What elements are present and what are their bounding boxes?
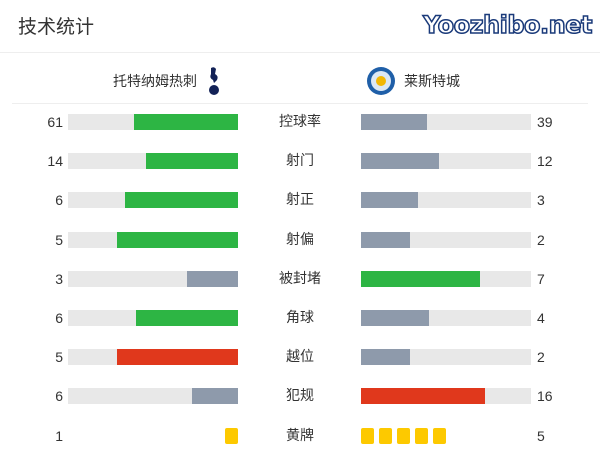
home-bar-fill: [187, 270, 238, 287]
home-bar-fill: [146, 153, 238, 170]
away-value: 2: [537, 349, 545, 366]
home-value: 6: [55, 388, 63, 405]
away-bar-fill: [361, 153, 440, 170]
home-value: 5: [55, 349, 63, 366]
leicester-crest-icon: [367, 67, 395, 95]
home-yellow-cards: [225, 428, 238, 444]
stat-row: 6 角球 4: [0, 308, 600, 328]
away-value: 16: [537, 388, 553, 405]
home-value: 6: [55, 310, 63, 326]
home-bar-fill: [116, 231, 238, 248]
stat-label: 控球率: [279, 114, 321, 130]
away-value: 5: [537, 428, 545, 444]
home-bar: [68, 153, 238, 170]
stat-row-yellow-cards: 1 黄牌 5: [0, 426, 600, 446]
home-bar: [68, 310, 238, 326]
away-bar: [361, 310, 531, 326]
home-value: 61: [47, 114, 63, 130]
page-title: 技术统计: [18, 16, 95, 38]
away-bar-fill: [361, 388, 485, 405]
home-bar-fill: [134, 114, 238, 130]
home-bar: [68, 388, 238, 405]
stat-label: 越位: [286, 349, 314, 366]
stat-label: 射正: [286, 192, 314, 209]
stat-row: 6 犯规 16: [0, 386, 600, 406]
yellow-card-icon: [415, 428, 428, 444]
yellow-card-icon: [433, 428, 446, 444]
away-value: 7: [537, 270, 545, 287]
stat-label: 射门: [286, 153, 314, 170]
yellow-card-icon: [397, 428, 410, 444]
home-bar-fill: [191, 388, 238, 405]
stat-label: 黄牌: [286, 428, 314, 444]
away-value: 2: [537, 231, 545, 248]
away-bar-fill: [361, 192, 418, 209]
stat-row: 5 射偏 2: [0, 230, 600, 250]
stat-row: 61 控球率 39: [0, 112, 600, 132]
home-value: 1: [55, 428, 63, 444]
stat-row: 3 被封堵 7: [0, 269, 600, 289]
away-value: 4: [537, 310, 545, 326]
away-bar-fill: [361, 231, 410, 248]
stat-row: 14 射门 12: [0, 151, 600, 171]
away-bar: [361, 231, 531, 248]
away-bar: [361, 270, 531, 287]
away-bar-fill: [361, 270, 480, 287]
home-value: 3: [55, 270, 63, 287]
stat-label: 被封堵: [279, 270, 321, 287]
home-bar: [68, 349, 238, 366]
divider: [0, 52, 600, 53]
home-value: 5: [55, 231, 63, 248]
away-team: 莱斯特城: [366, 66, 460, 96]
home-bar-fill: [124, 192, 238, 209]
tottenham-crest-icon: [209, 67, 219, 95]
home-value: 6: [55, 192, 63, 209]
away-bar-fill: [361, 114, 428, 130]
watermark: Yoozhibo.net: [422, 10, 593, 40]
away-value: 3: [537, 192, 545, 209]
home-team: 托特纳姆热刺: [113, 66, 223, 96]
home-bar: [68, 114, 238, 130]
away-team-name: 莱斯特城: [404, 74, 460, 90]
away-bar: [361, 349, 531, 366]
stat-label: 角球: [286, 310, 314, 326]
home-team-name: 托特纳姆热刺: [113, 74, 197, 90]
away-yellow-cards: [361, 428, 446, 444]
away-bar: [361, 388, 531, 405]
stat-row: 5 越位 2: [0, 347, 600, 367]
stat-label: 犯规: [286, 388, 314, 405]
yellow-card-icon: [225, 428, 238, 444]
stat-label: 射偏: [286, 231, 314, 248]
away-bar: [361, 114, 531, 130]
yellow-card-icon: [361, 428, 374, 444]
home-bar: [68, 270, 238, 287]
yellow-card-icon: [379, 428, 392, 444]
away-bar-fill: [361, 310, 429, 326]
away-bar-fill: [361, 349, 410, 366]
home-value: 14: [47, 153, 63, 170]
away-bar: [361, 192, 531, 209]
home-bar: [68, 192, 238, 209]
away-value: 12: [537, 153, 553, 170]
stat-row: 6 射正 3: [0, 190, 600, 210]
away-bar: [361, 153, 531, 170]
divider: [12, 103, 588, 104]
home-bar: [68, 231, 238, 248]
home-bar-fill: [116, 349, 238, 366]
away-value: 39: [537, 114, 553, 130]
home-bar-fill: [136, 310, 238, 326]
